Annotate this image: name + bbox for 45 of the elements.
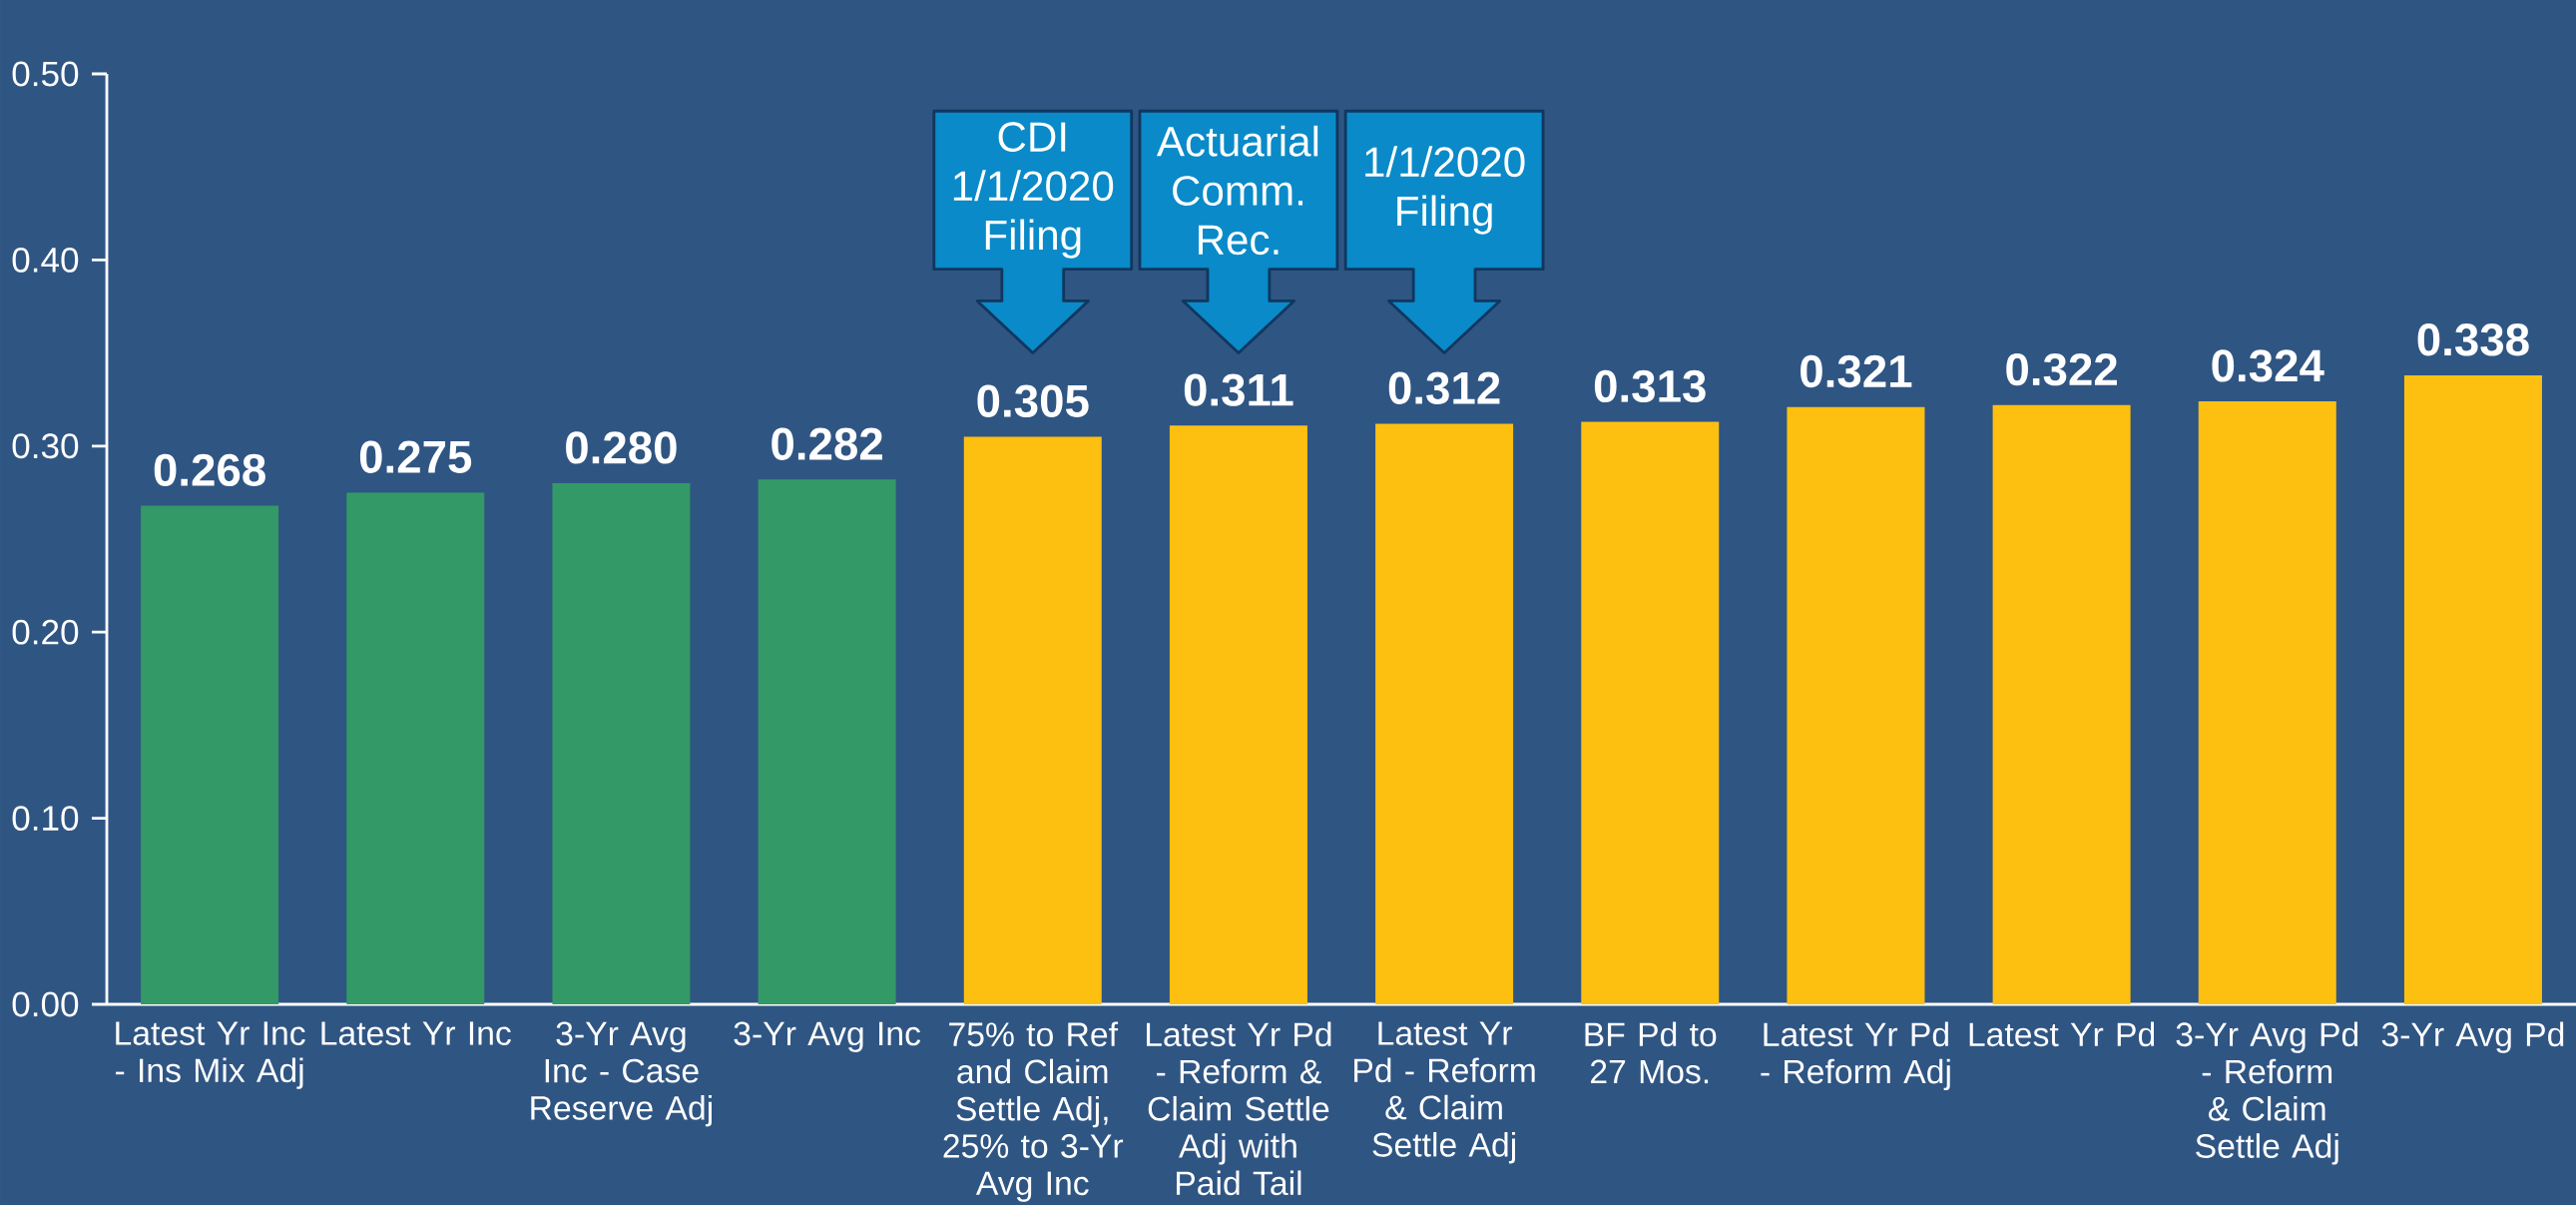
x-tick-label: 3-Yr Avg Inc - Case Reserve Adj <box>531 1021 712 1127</box>
bar <box>1992 404 2131 1004</box>
x-tick-label: Latest Yr Inc <box>321 1021 511 1045</box>
bar <box>552 483 691 1004</box>
annotation: CDI 1/1/2020 Filing <box>953 122 1114 259</box>
y-tick-label: 0.20 <box>12 619 79 645</box>
data-label: 0.280 <box>566 431 677 464</box>
y-tick-label: 0.40 <box>12 247 79 273</box>
data-label: 0.324 <box>2212 349 2324 382</box>
x-tick-label: 75% to Ref and Claim Settle Adj, 25% to 3-Yr Avg Inc <box>943 1021 1124 1202</box>
x-tick-label: Latest Yr Pd - Reform & Claim Settle Adj <box>1354 1021 1535 1164</box>
data-label: 0.275 <box>359 440 472 473</box>
bar <box>1581 421 1720 1004</box>
x-tick-label: 3-Yr Avg Inc <box>734 1021 921 1052</box>
bar <box>346 492 485 1004</box>
data-label: 0.311 <box>1184 373 1293 406</box>
data-label: 0.305 <box>977 384 1089 418</box>
y-tick-label: 0.00 <box>12 991 79 1017</box>
x-tick-label: 3-Yr Avg Pd - Reform & Claim Settle Adj <box>2176 1021 2358 1165</box>
annotation: 1/1/2020 Filing <box>1365 146 1525 235</box>
x-tick-label: BF Pd to 27 Mos. <box>1585 1021 1717 1084</box>
y-tick-label: 0.50 <box>12 61 79 87</box>
x-tick-label: Latest Yr Pd - Reform Adj <box>1761 1021 1950 1091</box>
bar <box>963 436 1102 1004</box>
data-label: 0.313 <box>1594 369 1706 403</box>
x-tick-label: 3-Yr Avg Pd <box>2381 1021 2564 1053</box>
bar <box>141 505 279 1004</box>
bar <box>1169 425 1307 1004</box>
data-label: 0.322 <box>2006 352 2117 386</box>
y-tick-label: 0.30 <box>12 433 79 459</box>
data-label: 0.338 <box>2417 323 2529 356</box>
x-tick-label: Latest Yr Inc - Ins Mix Adj <box>115 1021 305 1089</box>
data-label: 0.312 <box>1388 371 1500 404</box>
data-label: 0.268 <box>154 453 265 486</box>
annotation: Actuarial Comm. Rec. <box>1156 125 1318 256</box>
bar <box>1787 406 1925 1004</box>
y-tick-label: 0.10 <box>12 806 79 832</box>
bar <box>2198 401 2336 1004</box>
data-label: 0.321 <box>1801 354 1912 388</box>
bar <box>1375 423 1514 1004</box>
x-tick-label: Latest Yr Pd - Reform & Claim Settle Adj with Paid Tail <box>1146 1021 1331 1196</box>
bar <box>758 479 896 1004</box>
data-label: 0.282 <box>772 427 882 460</box>
x-tick-label: Latest Yr Pd <box>1969 1021 2155 1047</box>
bar <box>2403 374 2542 1004</box>
